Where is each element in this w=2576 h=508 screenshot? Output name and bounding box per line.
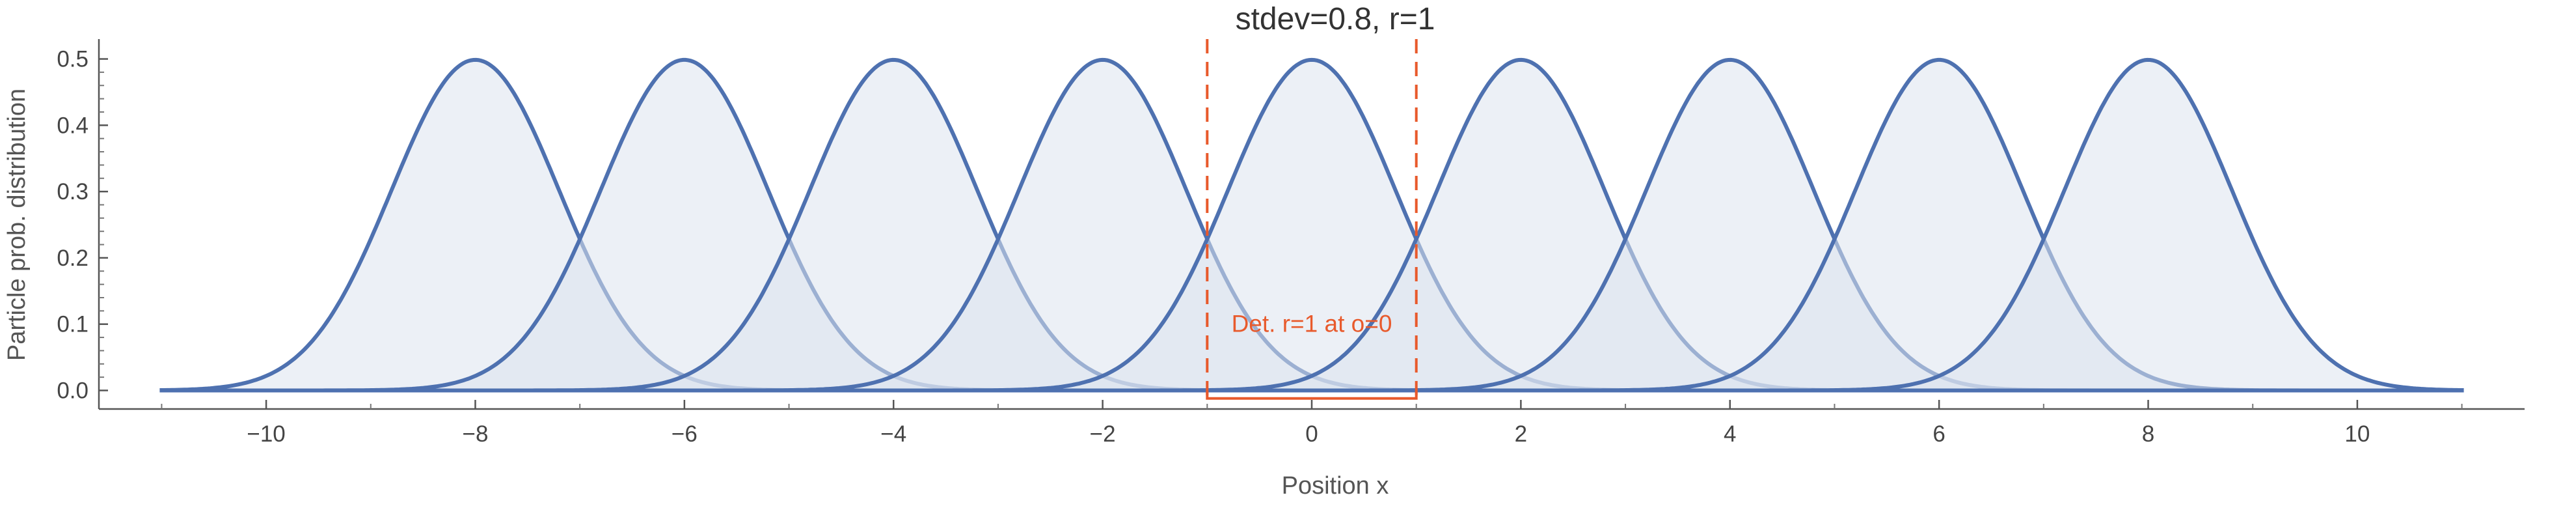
y-tick-label: 0.4 <box>57 113 88 138</box>
chart-title: stdev=0.8, r=1 <box>1236 2 1435 36</box>
detector-group: Det. r=1 at o=0 <box>1206 39 1418 400</box>
y-tick-label: 0.0 <box>57 378 88 403</box>
x-tick-label: 2 <box>1515 421 1527 447</box>
x-tick-label: −8 <box>463 421 489 447</box>
curves-group <box>159 57 2464 393</box>
y-tick-label: 0.5 <box>57 47 88 72</box>
detector-range-bracket <box>1206 391 1418 400</box>
x-ticks-group: −10 −8 −6 −4 −2 0 2 4 6 8 10 <box>161 400 2463 447</box>
x-tick-label: −6 <box>671 421 698 447</box>
x-tick-label: 6 <box>1932 421 1945 447</box>
x-tick-label: −4 <box>880 421 906 447</box>
y-tick-label: 0.1 <box>57 312 88 337</box>
y-tick-label: 0.3 <box>57 179 88 205</box>
y-axis-title: Particle prob. distribution <box>3 89 31 361</box>
gaussian-curve-8 <box>161 57 2464 393</box>
y-tick-label: 0.2 <box>57 246 88 271</box>
x-tick-label: 8 <box>2142 421 2154 447</box>
x-tick-label: 0 <box>1305 421 1318 447</box>
y-ticks-group: 0.0 0.1 0.2 0.3 0.4 0.5 <box>57 47 108 403</box>
x-tick-label: −10 <box>247 421 285 447</box>
detector-label: Det. r=1 at o=0 <box>1232 311 1392 337</box>
x-tick-label: 10 <box>2344 421 2370 447</box>
x-tick-label: 4 <box>1724 421 1736 447</box>
x-tick-label: −2 <box>1090 421 1116 447</box>
x-axis-title: Position x <box>1282 472 1389 500</box>
